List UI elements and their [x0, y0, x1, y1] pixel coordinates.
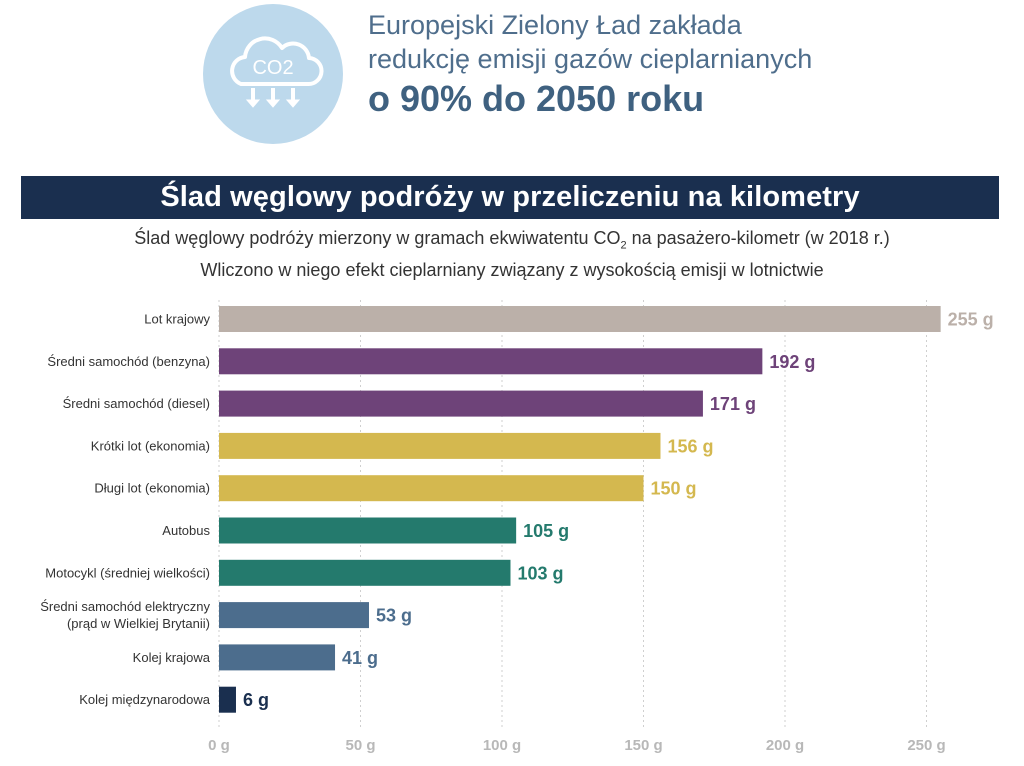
bar: [219, 686, 236, 713]
value-label: 53 g: [376, 606, 412, 626]
bar: [219, 602, 369, 629]
bar: [219, 306, 941, 332]
bar: [219, 348, 763, 375]
x-tick-label: 200 g: [766, 737, 804, 754]
value-label: 156 g: [667, 436, 713, 456]
x-tick-label: 100 g: [483, 737, 521, 754]
category-label: Średni samochód (diesel): [63, 396, 210, 411]
category-label: Kolej krajowa: [133, 650, 211, 665]
headline-line-2: redukcję emisji gazów cieplarnianych: [368, 44, 813, 74]
category-label: Średni samochód elektryczny: [40, 599, 210, 614]
bar: [219, 432, 661, 459]
bar: [219, 475, 644, 502]
bar: [219, 517, 517, 544]
header: CO2 Europejski Zielony Ład zakłada reduk…: [0, 0, 1024, 160]
value-label: 192 g: [769, 352, 815, 372]
headline: Europejski Zielony Ład zakłada redukcję …: [368, 8, 812, 122]
bar: [219, 644, 336, 671]
value-label: 171 g: [710, 394, 756, 414]
value-label: 41 g: [342, 648, 378, 668]
category-label: Krótki lot (ekonomia): [91, 438, 210, 453]
subtitle-subscript: 2: [620, 239, 627, 252]
value-label: 150 g: [651, 479, 697, 499]
category-label: Autobus: [162, 523, 210, 538]
subtitle-line-1: Ślad węglowy podróży mierzony w gramach …: [0, 226, 1024, 258]
category-label: Średni samochód (benzyna): [47, 354, 210, 369]
bar: [219, 559, 511, 586]
value-label: 103 g: [517, 563, 563, 583]
x-tick-label: 150 g: [624, 737, 662, 754]
chart-title: Ślad węglowy podróży w przeliczeniu na k…: [21, 176, 999, 219]
x-tick-label: 250 g: [907, 737, 945, 754]
headline-line-3: o 90% do 2050 roku: [368, 78, 705, 119]
category-label: Kolej międzynarodowa: [79, 692, 211, 707]
co2-cloud-icon: CO2: [203, 4, 343, 144]
bar: [219, 390, 703, 417]
category-label: Długi lot (ekonomia): [94, 481, 210, 496]
category-label: Lot krajowy: [144, 312, 210, 327]
category-label: (prąd w Wielkiej Brytanii): [67, 616, 210, 631]
co2-icon-text: CO2: [252, 57, 293, 79]
x-tick-label: 0 g: [208, 737, 230, 754]
x-tick-label: 50 g: [345, 737, 375, 754]
headline-line-1: Europejski Zielony Ład zakłada: [368, 10, 742, 40]
value-label: 255 g: [948, 310, 994, 330]
value-label: 6 g: [243, 690, 269, 710]
value-label: 105 g: [523, 521, 569, 541]
subtitle-line-1-b: na pasażero-kilometr (w 2018 r.): [626, 228, 890, 248]
subtitle-line-2: Wliczono w niego efekt cieplarniany zwią…: [200, 259, 824, 280]
chart-subtitle: Ślad węglowy podróży mierzony w gramach …: [0, 226, 1024, 282]
category-label: Motocykl (średniej wielkości): [45, 565, 210, 580]
subtitle-line-1-a: Ślad węglowy podróży mierzony w gramach …: [134, 228, 621, 248]
